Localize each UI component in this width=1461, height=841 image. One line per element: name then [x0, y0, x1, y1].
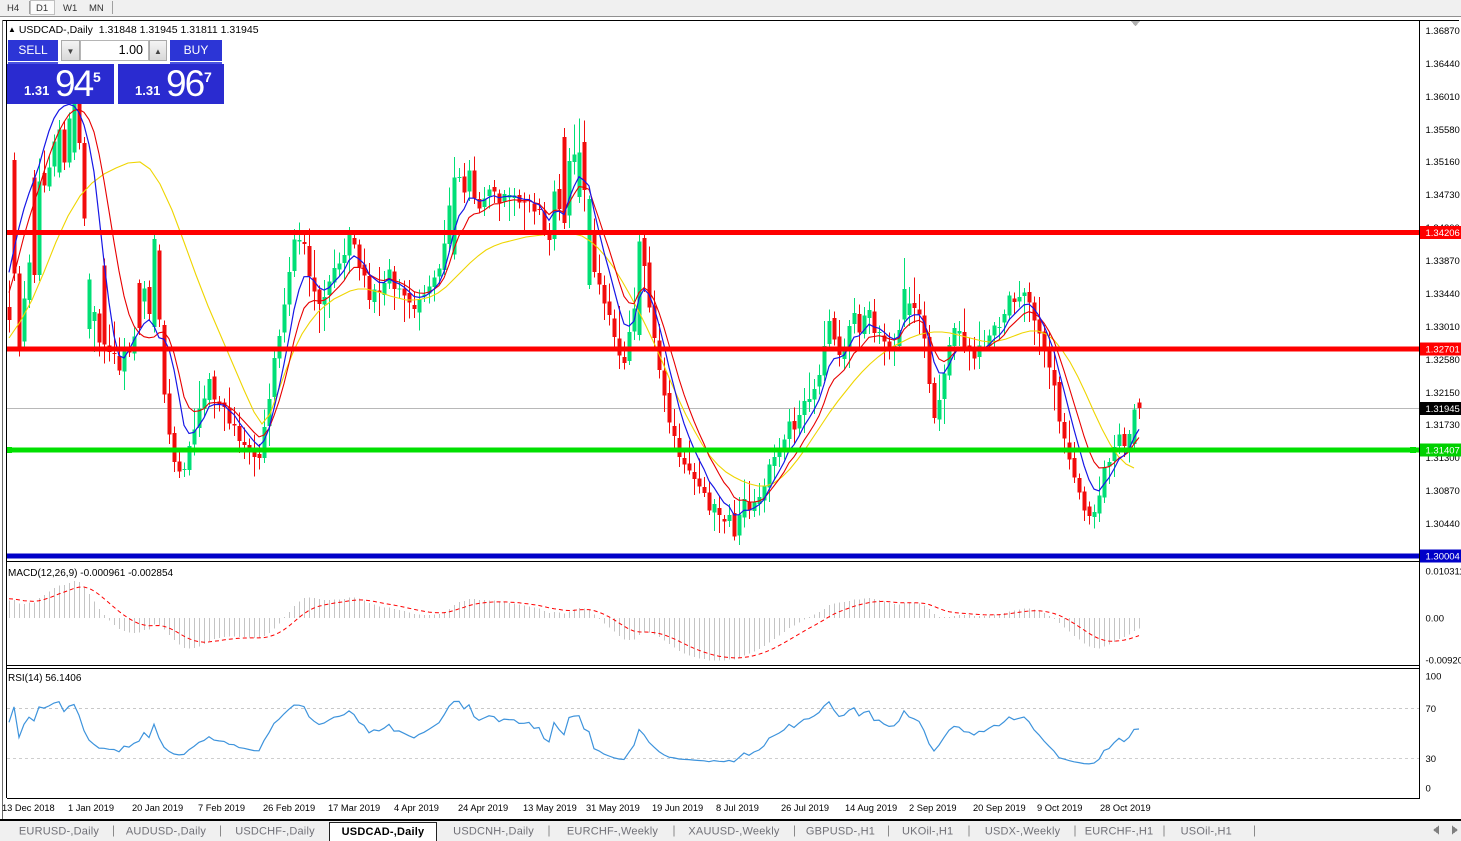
- svg-text:GBPUSD-,H1: GBPUSD-,H1: [806, 826, 875, 838]
- svg-text:31 May 2019: 31 May 2019: [586, 803, 640, 813]
- svg-text:0.010311: 0.010311: [1426, 566, 1461, 577]
- svg-text:USDCAD-,Daily: USDCAD-,Daily: [342, 826, 425, 838]
- svg-text:1.31730: 1.31730: [1426, 420, 1460, 431]
- svg-text:1.31300: 1.31300: [1426, 453, 1460, 464]
- svg-text:USOil-,H1: USOil-,H1: [1181, 826, 1232, 838]
- svg-text:MN: MN: [89, 3, 104, 14]
- svg-text:RSI(14) 56.1406: RSI(14) 56.1406: [8, 673, 82, 684]
- svg-text:1.32701: 1.32701: [1426, 345, 1460, 356]
- svg-text:USDX-,Weekly: USDX-,Weekly: [985, 826, 1061, 838]
- svg-text:19 Jun 2019: 19 Jun 2019: [652, 803, 703, 813]
- svg-text:7 Feb 2019: 7 Feb 2019: [198, 803, 245, 813]
- svg-text:2 Sep 2019: 2 Sep 2019: [909, 803, 957, 813]
- svg-text:24 Apr 2019: 24 Apr 2019: [458, 803, 508, 813]
- svg-text:8 Jul 2019: 8 Jul 2019: [716, 803, 759, 813]
- svg-text:17 Mar 2019: 17 Mar 2019: [328, 803, 380, 813]
- svg-text:EURCHF-,Weekly: EURCHF-,Weekly: [567, 826, 659, 838]
- svg-text:13 May 2019: 13 May 2019: [523, 803, 577, 813]
- svg-text:0: 0: [1426, 783, 1431, 794]
- svg-text:USDCHF-,Daily: USDCHF-,Daily: [235, 826, 315, 838]
- svg-text:EURUSD-,Daily: EURUSD-,Daily: [19, 826, 100, 838]
- svg-text:30: 30: [1426, 754, 1437, 765]
- svg-text:USDCNH-,Daily: USDCNH-,Daily: [453, 826, 534, 838]
- svg-text:4 Apr 2019: 4 Apr 2019: [394, 803, 439, 813]
- svg-text:26 Feb 2019: 26 Feb 2019: [263, 803, 315, 813]
- svg-text:W1: W1: [63, 3, 77, 14]
- svg-text:0.00: 0.00: [1426, 613, 1445, 624]
- svg-text:70: 70: [1426, 704, 1437, 715]
- svg-text:14 Aug 2019: 14 Aug 2019: [845, 803, 897, 813]
- svg-text:1.34206: 1.34206: [1426, 228, 1460, 239]
- svg-text:1.34730: 1.34730: [1426, 190, 1460, 201]
- svg-text:100: 100: [1426, 671, 1442, 682]
- svg-text:EURCHF-,H1: EURCHF-,H1: [1085, 826, 1154, 838]
- svg-text:1.36440: 1.36440: [1426, 59, 1460, 70]
- svg-text:D1: D1: [36, 3, 48, 14]
- svg-text:26 Jul 2019: 26 Jul 2019: [781, 803, 829, 813]
- svg-text:1.30440: 1.30440: [1426, 519, 1460, 530]
- svg-text:1.35580: 1.35580: [1426, 125, 1460, 136]
- svg-text:13 Dec 2018: 13 Dec 2018: [2, 803, 55, 813]
- svg-text:UKOil-,H1: UKOil-,H1: [902, 826, 953, 838]
- svg-text:1.36010: 1.36010: [1426, 92, 1460, 103]
- svg-text:AUDUSD-,Daily: AUDUSD-,Daily: [126, 826, 207, 838]
- svg-text:MACD(12,26,9) -0.000961 -0.002: MACD(12,26,9) -0.000961 -0.002854: [8, 568, 174, 579]
- svg-text:1.31945: 1.31945: [1426, 404, 1460, 415]
- svg-text:H4: H4: [7, 3, 19, 14]
- svg-text:1.32580: 1.32580: [1426, 355, 1460, 366]
- svg-text:1.35160: 1.35160: [1426, 157, 1460, 168]
- svg-text:1.30870: 1.30870: [1426, 486, 1460, 497]
- svg-text:9 Oct 2019: 9 Oct 2019: [1037, 803, 1082, 813]
- svg-text:1 Jan 2019: 1 Jan 2019: [68, 803, 114, 813]
- svg-text:20 Jan 2019: 20 Jan 2019: [132, 803, 183, 813]
- svg-text:28 Oct 2019: 28 Oct 2019: [1100, 803, 1151, 813]
- svg-text:XAUUSD-,Weekly: XAUUSD-,Weekly: [688, 826, 780, 838]
- svg-text:1.33010: 1.33010: [1426, 322, 1460, 333]
- svg-text:20 Sep 2019: 20 Sep 2019: [973, 803, 1026, 813]
- svg-text:1.32150: 1.32150: [1426, 388, 1460, 399]
- svg-text:-0.009203: -0.009203: [1426, 655, 1461, 666]
- svg-text:1.36870: 1.36870: [1426, 26, 1460, 37]
- svg-text:1.33440: 1.33440: [1426, 289, 1460, 300]
- svg-text:1.33870: 1.33870: [1426, 256, 1460, 267]
- svg-text:1.30004: 1.30004: [1426, 552, 1460, 563]
- svg-text:1.31407: 1.31407: [1426, 446, 1460, 457]
